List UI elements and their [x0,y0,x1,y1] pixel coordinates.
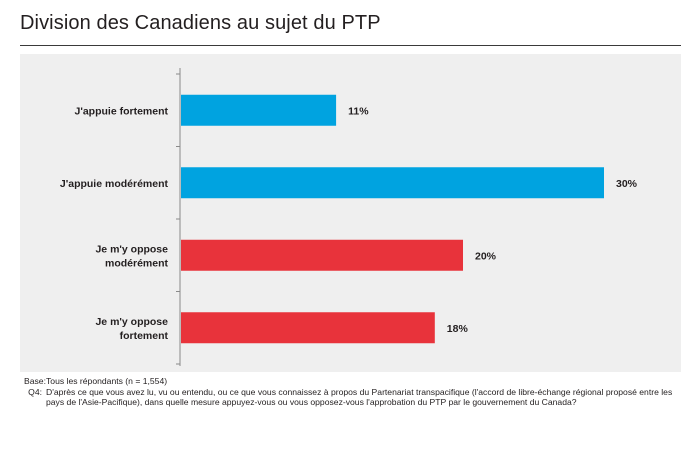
bar-chart: J'appuie fortement 11% J'appuie modérément… [60,68,638,366]
question-note-text: D'après ce que vous avez lu, vu ou enten… [46,386,673,408]
category-label: Je m'y oppose fortement [95,316,168,342]
title-divider [20,45,681,46]
footnotes: Base: Tous les répondants (n = 1,554) Q4… [24,376,684,408]
chart-title: Division des Canadiens au sujet du PTP [20,12,381,34]
value-label: 18% [447,323,469,335]
category-label: Je m'y oppose modérément [95,243,168,269]
value-label: 20% [475,250,497,262]
bar [181,312,435,344]
bar [181,167,604,199]
bar [181,239,463,271]
question-note: Q4: D'après ce que vous avez lu, vu ou e… [24,387,684,408]
plot-area: J'appuie fortement 11% J'appuie modérément… [20,54,681,372]
question-note-key: Q4: [28,386,42,397]
category-label: J'appuie modérément [60,178,169,190]
base-note-text: Tous les répondants (n = 1,554) [46,376,168,386]
base-note: Base: Tous les répondants (n = 1,554) [24,376,684,387]
value-label: 11% [348,105,369,117]
bar [181,94,337,126]
base-note-key: Base: [24,376,46,386]
value-label: 30% [616,178,638,190]
category-label: J'appuie fortement [74,105,168,117]
